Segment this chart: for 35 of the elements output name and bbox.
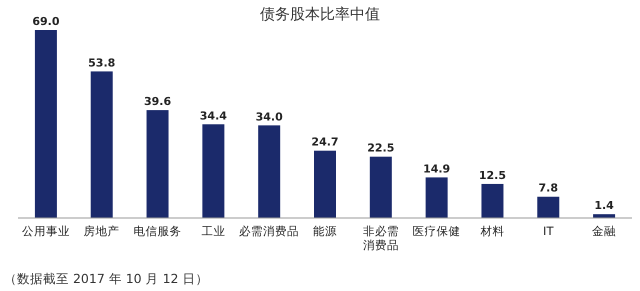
x-tick-label: 电信服务 xyxy=(134,224,182,238)
data-label: 12.5 xyxy=(478,168,506,182)
x-tick-label: 能源 xyxy=(313,224,337,238)
x-tick-label: 材料 xyxy=(479,224,504,238)
data-label: 34.4 xyxy=(200,109,228,122)
data-label: 34.0 xyxy=(256,110,284,124)
x-tick-label: 必需消费品 xyxy=(239,224,300,238)
bar xyxy=(202,124,224,218)
x-tick-label: 房地产 xyxy=(84,224,120,238)
bar xyxy=(146,110,169,218)
data-label: 7.8 xyxy=(538,182,558,195)
bar xyxy=(537,196,560,218)
x-tick-label: 公用事业 xyxy=(22,224,70,238)
data-label: 39.6 xyxy=(144,95,172,108)
bar xyxy=(426,177,448,218)
chart-title: 债务股本比率中值 xyxy=(260,5,380,23)
data-label: 1.4 xyxy=(594,199,614,212)
data-label: 22.5 xyxy=(367,142,394,155)
text: （数据截至 2017 年 10 月 12 日） xyxy=(4,271,208,286)
data-label: 14.9 xyxy=(423,162,450,176)
x-tick-label: 金融 xyxy=(592,224,616,238)
x-tick-label: IT xyxy=(543,224,554,238)
x-tick-label: 工业 xyxy=(201,224,226,238)
data-label: 69.0 xyxy=(32,15,60,28)
bar xyxy=(370,156,392,218)
bar xyxy=(90,71,113,218)
data-label: 53.8 xyxy=(88,56,116,70)
bar xyxy=(258,125,280,218)
bar xyxy=(593,214,616,218)
bar xyxy=(314,150,336,218)
x-tick-label: 医疗保健 xyxy=(412,224,461,238)
x-tick-label: 非必需消费品 xyxy=(362,224,399,252)
bar xyxy=(34,30,57,218)
bar xyxy=(481,184,504,218)
data-label: 24.7 xyxy=(311,136,339,149)
